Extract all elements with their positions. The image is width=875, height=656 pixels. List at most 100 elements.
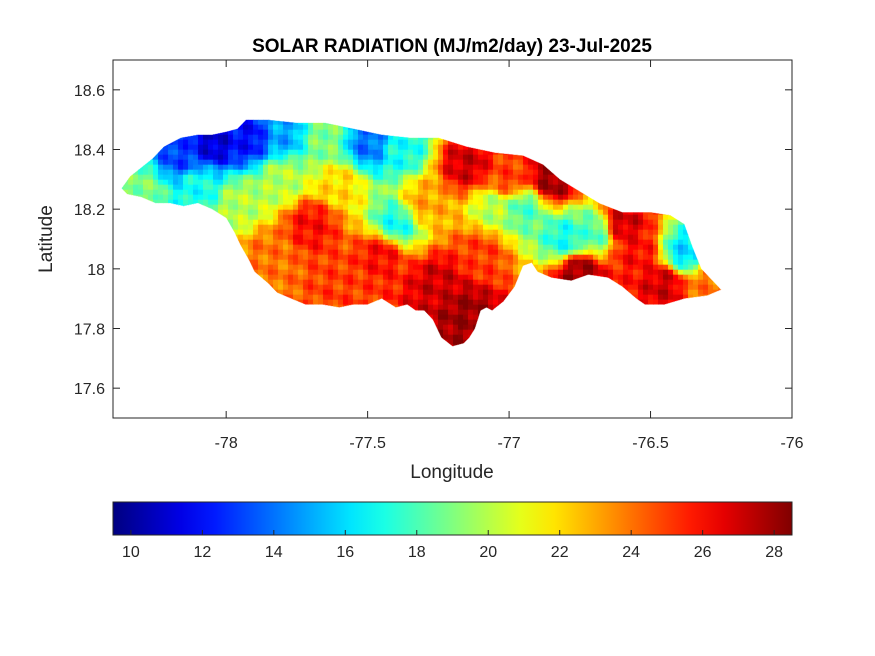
field-cell <box>433 239 439 246</box>
field-cell <box>288 254 294 261</box>
field-cell <box>438 234 444 241</box>
field-cell <box>308 189 314 196</box>
field-cell <box>503 254 509 261</box>
field-cell <box>658 234 664 241</box>
field-cell <box>213 134 219 141</box>
field-cell <box>673 219 679 226</box>
field-cell <box>303 169 309 176</box>
field-cell <box>333 269 339 276</box>
field-cell <box>398 254 404 261</box>
field-cell <box>228 129 234 136</box>
field-cell <box>498 239 504 246</box>
field-cell <box>388 269 394 276</box>
field-cell <box>373 144 379 151</box>
field-cell <box>308 279 314 286</box>
field-cell <box>353 164 359 171</box>
field-cell <box>523 229 529 236</box>
field-cell <box>638 279 644 286</box>
field-cell <box>543 204 549 211</box>
field-cell <box>358 224 364 231</box>
field-cell <box>558 234 564 241</box>
field-cell <box>223 154 229 161</box>
field-cell <box>293 154 299 161</box>
field-cell <box>393 234 399 241</box>
field-cell <box>313 209 319 216</box>
field-cell <box>363 239 369 246</box>
field-cell <box>308 209 314 216</box>
field-cell <box>333 204 339 211</box>
field-cell <box>498 189 504 196</box>
field-cell <box>273 249 279 256</box>
field-cell <box>323 189 329 196</box>
field-cell <box>423 224 429 231</box>
field-cell <box>343 184 349 191</box>
field-cell <box>553 214 559 221</box>
field-cell <box>298 179 304 186</box>
field-cell <box>593 229 599 236</box>
field-cell <box>348 179 354 186</box>
field-cell <box>228 149 234 156</box>
field-cell <box>338 284 344 291</box>
field-cell <box>378 249 384 256</box>
field-cell <box>648 254 654 261</box>
field-cell <box>413 254 419 261</box>
field-cell <box>518 179 524 186</box>
field-cell <box>348 279 354 286</box>
field-cell <box>473 289 479 296</box>
field-cell <box>443 154 449 161</box>
field-cell <box>668 259 674 266</box>
field-cell <box>583 219 589 226</box>
field-cell <box>353 299 359 306</box>
field-cell <box>393 279 399 286</box>
field-cell <box>578 264 584 271</box>
field-cell <box>363 279 369 286</box>
field-cell <box>383 199 389 206</box>
field-cell <box>268 229 274 236</box>
field-cell <box>598 219 604 226</box>
field-cell <box>313 259 319 266</box>
field-cell <box>453 299 459 306</box>
field-cell <box>488 194 494 201</box>
field-cell <box>333 234 339 241</box>
field-cell <box>328 259 334 266</box>
field-cell <box>178 194 184 201</box>
field-cell <box>553 264 559 271</box>
field-cell <box>433 299 439 306</box>
field-cell <box>383 244 389 251</box>
field-cell <box>353 184 359 191</box>
field-cell <box>368 244 374 251</box>
field-cell <box>333 174 339 181</box>
field-cell <box>513 184 519 191</box>
field-cell <box>233 139 239 146</box>
field-cell <box>438 214 444 221</box>
field-cell <box>263 224 269 231</box>
field-cell <box>383 234 389 241</box>
field-cell <box>328 129 334 136</box>
field-cell <box>318 229 324 236</box>
field-cell <box>368 294 374 301</box>
field-cell <box>463 214 469 221</box>
field-cell <box>343 179 349 186</box>
field-cell <box>393 229 399 236</box>
field-cell <box>298 169 304 176</box>
field-cell <box>663 224 669 231</box>
field-cell <box>218 134 224 141</box>
field-cell <box>248 244 254 251</box>
field-cell <box>408 214 414 221</box>
field-cell <box>348 224 354 231</box>
field-cell <box>503 264 509 271</box>
field-cell <box>458 259 464 266</box>
field-cell <box>388 279 394 286</box>
field-cell <box>383 149 389 156</box>
field-cell <box>598 224 604 231</box>
field-cell <box>558 254 564 261</box>
field-cell <box>313 244 319 251</box>
field-cell <box>288 164 294 171</box>
field-cell <box>378 284 384 291</box>
field-cell <box>353 159 359 166</box>
field-cell <box>398 154 404 161</box>
field-cell <box>348 264 354 271</box>
field-cell <box>218 194 224 201</box>
field-cell <box>558 244 564 251</box>
field-cell <box>438 194 444 201</box>
